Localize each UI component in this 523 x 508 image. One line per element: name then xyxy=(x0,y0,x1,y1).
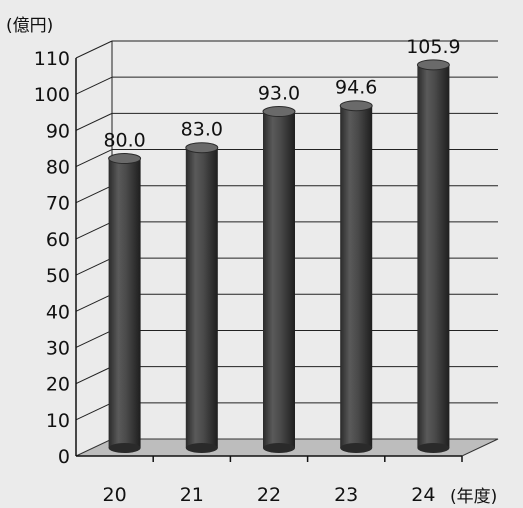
gridline-side xyxy=(75,40,113,59)
y-tick-label: 110 xyxy=(34,48,70,70)
bar-20 xyxy=(108,158,141,448)
data-label-24: 105.9 xyxy=(406,36,460,58)
bar-24 xyxy=(417,64,450,449)
y-tick-label: 80 xyxy=(46,157,70,179)
y-tick-label: 20 xyxy=(46,374,70,396)
bar-top-22 xyxy=(262,106,296,118)
x-tick-label: 21 xyxy=(180,484,204,506)
bar-top-20 xyxy=(108,153,142,165)
x-tick-label: 22 xyxy=(257,484,281,506)
y-tick-label: 0 xyxy=(58,446,70,468)
bar-22 xyxy=(263,111,295,448)
y-tick-label: 50 xyxy=(46,265,70,287)
y-unit-label: (億円) xyxy=(6,16,53,36)
data-label-22: 93.0 xyxy=(258,83,300,105)
bar-base-23 xyxy=(340,443,373,453)
bar-top-23 xyxy=(339,100,373,112)
x-tick-label: 20 xyxy=(103,484,127,506)
data-label-20: 80.0 xyxy=(103,130,145,152)
bar-base-22 xyxy=(263,443,295,453)
y-tick-label: 40 xyxy=(46,301,70,323)
x-tick-label: 23 xyxy=(334,484,358,506)
gridline-side xyxy=(75,330,113,348)
y-tick-label: 70 xyxy=(46,193,70,215)
gridline-side xyxy=(75,366,113,385)
gridline-side xyxy=(75,402,113,421)
bar-base-21 xyxy=(185,443,218,453)
y-tick-label: 10 xyxy=(46,410,70,432)
gridline-side xyxy=(75,185,113,204)
gridline-side xyxy=(75,76,113,95)
x-unit-label: (年度) xyxy=(450,487,497,507)
gridline-side xyxy=(75,112,113,131)
bar-top-21 xyxy=(185,142,219,154)
gridline-side xyxy=(75,149,113,167)
y-tick-label: 60 xyxy=(46,229,70,251)
y-tick-label: 30 xyxy=(46,337,70,359)
data-label-21: 83.0 xyxy=(181,119,223,141)
gridline-side xyxy=(75,293,113,312)
bar-21 xyxy=(185,147,218,448)
bar-base-20 xyxy=(108,443,141,453)
bar-top-24 xyxy=(416,59,450,71)
y-tick-label: 90 xyxy=(46,120,70,142)
data-label-23: 94.6 xyxy=(335,77,377,99)
gridline-side xyxy=(75,221,113,240)
y-tick-label: 100 xyxy=(34,84,70,106)
gridline-side xyxy=(75,257,113,276)
x-tick-label: 24 xyxy=(411,484,435,506)
bar-23 xyxy=(340,105,373,448)
bar-base-24 xyxy=(417,443,450,453)
